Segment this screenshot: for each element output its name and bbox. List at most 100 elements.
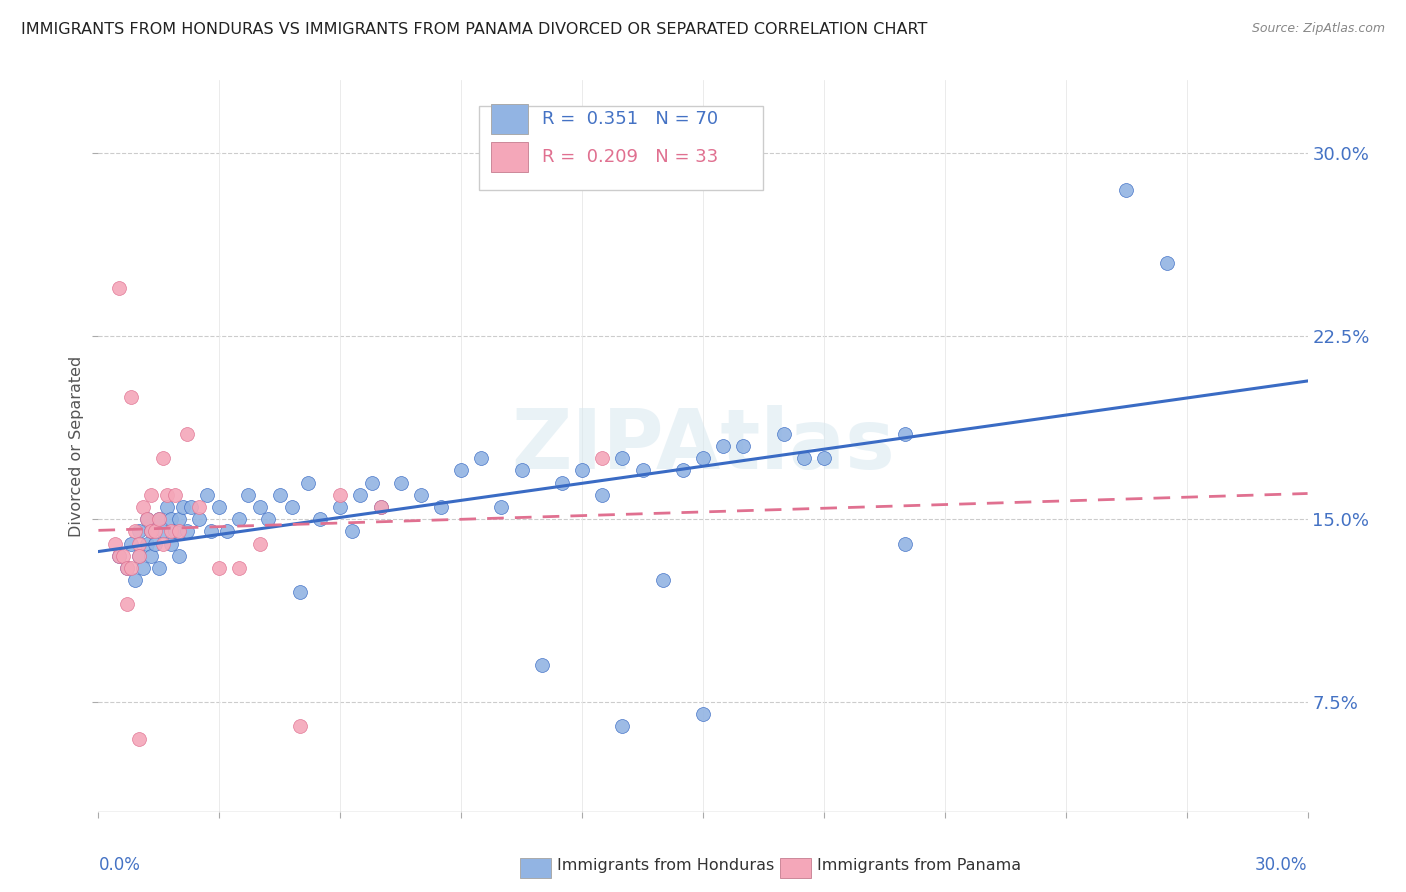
Point	[793, 451, 815, 466]
Point	[370, 500, 392, 514]
Point	[139, 524, 162, 539]
Point	[551, 475, 574, 490]
Point	[103, 536, 125, 550]
Point	[349, 488, 371, 502]
Point	[228, 561, 250, 575]
Point	[128, 536, 150, 550]
Point	[692, 707, 714, 722]
Point	[200, 524, 222, 539]
Point	[297, 475, 319, 490]
Point	[591, 451, 613, 466]
Point	[510, 463, 533, 477]
Point	[893, 536, 915, 550]
Point	[692, 451, 714, 466]
Point	[132, 500, 155, 514]
Point	[135, 536, 157, 550]
Text: Immigrants from Panama: Immigrants from Panama	[817, 858, 1021, 872]
Point	[115, 561, 138, 575]
Point	[389, 475, 412, 490]
Point	[143, 524, 166, 539]
Point	[120, 561, 142, 575]
Point	[120, 390, 142, 404]
Point	[143, 536, 166, 550]
Point	[612, 451, 634, 466]
Point	[176, 524, 198, 539]
Point	[288, 585, 311, 599]
Point	[124, 573, 146, 587]
Point	[530, 658, 553, 673]
Text: 0.0%: 0.0%	[98, 855, 141, 873]
Point	[188, 512, 211, 526]
Point	[107, 549, 129, 563]
Text: 30.0%: 30.0%	[1256, 855, 1308, 873]
Point	[148, 512, 170, 526]
Point	[128, 524, 150, 539]
Point	[772, 426, 794, 441]
Point	[711, 439, 734, 453]
Point	[450, 463, 472, 477]
Point	[329, 500, 352, 514]
Point	[139, 524, 162, 539]
Point	[167, 524, 190, 539]
Point	[163, 488, 186, 502]
Point	[571, 463, 593, 477]
Point	[342, 524, 364, 539]
Point	[163, 524, 186, 539]
Point	[409, 488, 432, 502]
Point	[152, 451, 174, 466]
Point	[107, 549, 129, 563]
Point	[309, 512, 332, 526]
Point	[160, 536, 183, 550]
Point	[733, 439, 755, 453]
Text: R =  0.209   N = 33: R = 0.209 N = 33	[543, 148, 718, 166]
Y-axis label: Divorced or Separated: Divorced or Separated	[69, 355, 84, 537]
Point	[249, 500, 271, 514]
Point	[111, 549, 134, 563]
Point	[139, 549, 162, 563]
FancyBboxPatch shape	[479, 106, 763, 190]
Text: R =  0.351   N = 70: R = 0.351 N = 70	[543, 110, 718, 128]
Point	[135, 512, 157, 526]
Point	[115, 561, 138, 575]
Point	[1156, 256, 1178, 270]
Point	[132, 561, 155, 575]
Point	[176, 426, 198, 441]
Point	[370, 500, 392, 514]
Text: ZIPAtlas: ZIPAtlas	[510, 406, 896, 486]
Point	[470, 451, 492, 466]
Point	[148, 561, 170, 575]
Point	[236, 488, 259, 502]
Point	[156, 500, 179, 514]
Point	[115, 598, 138, 612]
Point	[160, 512, 183, 526]
Point	[249, 536, 271, 550]
Text: IMMIGRANTS FROM HONDURAS VS IMMIGRANTS FROM PANAMA DIVORCED OR SEPARATED CORRELA: IMMIGRANTS FROM HONDURAS VS IMMIGRANTS F…	[21, 22, 928, 37]
Point	[329, 488, 352, 502]
Point	[139, 488, 162, 502]
Point	[128, 549, 150, 563]
Point	[361, 475, 384, 490]
Point	[228, 512, 250, 526]
Point	[430, 500, 453, 514]
Point	[813, 451, 835, 466]
Point	[135, 512, 157, 526]
Point	[612, 719, 634, 733]
Point	[217, 524, 239, 539]
FancyBboxPatch shape	[492, 143, 527, 171]
Text: Immigrants from Honduras: Immigrants from Honduras	[557, 858, 775, 872]
Point	[152, 536, 174, 550]
Point	[1115, 183, 1137, 197]
Point	[124, 524, 146, 539]
Point	[269, 488, 291, 502]
Point	[107, 280, 129, 294]
FancyBboxPatch shape	[492, 104, 527, 134]
Point	[893, 426, 915, 441]
Point	[152, 524, 174, 539]
Point	[288, 719, 311, 733]
Point	[180, 500, 202, 514]
Point	[491, 500, 513, 514]
Point	[148, 512, 170, 526]
Point	[256, 512, 278, 526]
Point	[188, 500, 211, 514]
Point	[120, 536, 142, 550]
